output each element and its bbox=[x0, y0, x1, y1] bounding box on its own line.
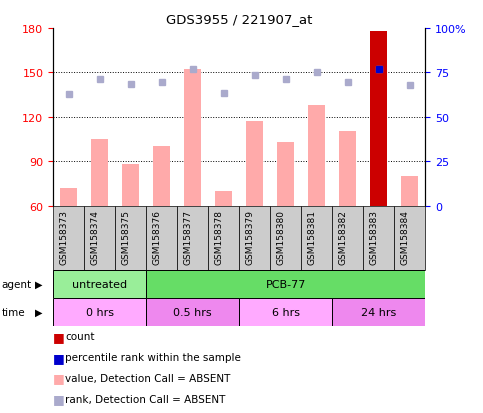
Text: 0.5 hrs: 0.5 hrs bbox=[173, 307, 212, 317]
Bar bbox=[239, 298, 332, 326]
Bar bbox=[401, 176, 418, 206]
Text: GSM158378: GSM158378 bbox=[214, 209, 224, 264]
Text: ▶: ▶ bbox=[35, 279, 43, 289]
Bar bbox=[146, 298, 239, 326]
Text: GSM158383: GSM158383 bbox=[369, 209, 379, 264]
Text: GSM158377: GSM158377 bbox=[184, 209, 193, 264]
Text: count: count bbox=[65, 332, 95, 342]
Bar bbox=[270, 206, 301, 270]
Bar bbox=[363, 206, 394, 270]
Text: time: time bbox=[1, 307, 25, 317]
Bar bbox=[208, 206, 239, 270]
Text: 24 hrs: 24 hrs bbox=[361, 307, 396, 317]
Text: GSM158379: GSM158379 bbox=[245, 209, 255, 264]
Bar bbox=[91, 140, 108, 206]
Text: ▶: ▶ bbox=[35, 307, 43, 317]
Bar bbox=[332, 298, 425, 326]
Bar bbox=[115, 206, 146, 270]
Bar bbox=[246, 122, 263, 206]
Text: ■: ■ bbox=[53, 330, 65, 343]
Text: agent: agent bbox=[1, 279, 31, 289]
Bar bbox=[122, 165, 139, 206]
Bar bbox=[146, 270, 425, 298]
Text: GSM158380: GSM158380 bbox=[277, 209, 285, 264]
Bar bbox=[339, 132, 356, 206]
Bar bbox=[184, 70, 201, 206]
Text: 0 hrs: 0 hrs bbox=[85, 307, 114, 317]
Bar bbox=[239, 206, 270, 270]
Bar bbox=[146, 206, 177, 270]
Text: ■: ■ bbox=[53, 392, 65, 405]
Text: PCB-77: PCB-77 bbox=[265, 279, 306, 289]
Text: rank, Detection Call = ABSENT: rank, Detection Call = ABSENT bbox=[65, 394, 226, 404]
Bar bbox=[394, 206, 425, 270]
Text: GSM158373: GSM158373 bbox=[59, 209, 69, 264]
Bar bbox=[308, 105, 325, 206]
Bar bbox=[60, 188, 77, 206]
Bar bbox=[84, 206, 115, 270]
Bar bbox=[153, 147, 170, 206]
Text: 6 hrs: 6 hrs bbox=[271, 307, 299, 317]
Title: GDS3955 / 221907_at: GDS3955 / 221907_at bbox=[166, 13, 313, 26]
Bar bbox=[370, 31, 387, 206]
Bar bbox=[301, 206, 332, 270]
Text: GSM158375: GSM158375 bbox=[122, 209, 130, 264]
Bar bbox=[53, 206, 84, 270]
Text: percentile rank within the sample: percentile rank within the sample bbox=[65, 352, 241, 362]
Text: GSM158376: GSM158376 bbox=[153, 209, 162, 264]
Text: value, Detection Call = ABSENT: value, Detection Call = ABSENT bbox=[65, 373, 230, 383]
Text: untreated: untreated bbox=[72, 279, 127, 289]
Text: GSM158374: GSM158374 bbox=[91, 209, 99, 264]
Bar bbox=[53, 270, 146, 298]
Bar bbox=[277, 142, 294, 206]
Bar bbox=[215, 191, 232, 206]
Text: GSM158384: GSM158384 bbox=[400, 209, 410, 264]
Text: ■: ■ bbox=[53, 371, 65, 385]
Text: GSM158382: GSM158382 bbox=[339, 209, 348, 264]
Bar bbox=[332, 206, 363, 270]
Bar bbox=[53, 298, 146, 326]
Text: ■: ■ bbox=[53, 351, 65, 364]
Text: GSM158381: GSM158381 bbox=[308, 209, 316, 264]
Bar bbox=[177, 206, 208, 270]
